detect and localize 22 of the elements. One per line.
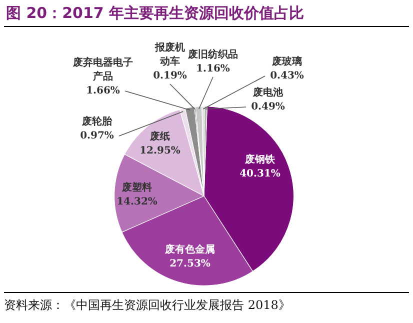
- data-label: 40.31%: [240, 168, 281, 180]
- chart-title: 图 20：2017 年主要再生资源回收价值占比: [6, 4, 304, 23]
- data-label: 0.97%: [80, 130, 114, 142]
- data-label: 1.66%: [86, 86, 120, 97]
- slice-label: 报废机动车: [154, 42, 185, 68]
- slice-label: 废玻璃: [271, 56, 302, 68]
- slice-label: 废轮胎: [81, 116, 113, 128]
- slice-label: 废旧纺织品: [187, 48, 238, 61]
- text: 资料来源：《中国再生资源回收行业发展报告 2018》: [4, 297, 290, 314]
- data-label: 0.43%: [270, 70, 304, 82]
- slice-label: 废纸: [149, 130, 170, 143]
- data-label: 14.32%: [116, 196, 158, 208]
- data-label: 1.16%: [196, 64, 230, 75]
- data-label: 0.49%: [251, 102, 286, 113]
- data-label: 12.95%: [140, 146, 181, 157]
- slice-label: 废电池: [252, 86, 284, 99]
- slice-label: 废有色金属: [164, 244, 215, 256]
- slice-label: 废钢铁: [244, 154, 276, 166]
- data-label: 0.19%: [153, 70, 188, 82]
- data-label: 27.53%: [170, 258, 211, 270]
- slice-label: 废塑料: [121, 182, 152, 194]
- slice-label: 废弃电器电子产品: [72, 56, 133, 83]
